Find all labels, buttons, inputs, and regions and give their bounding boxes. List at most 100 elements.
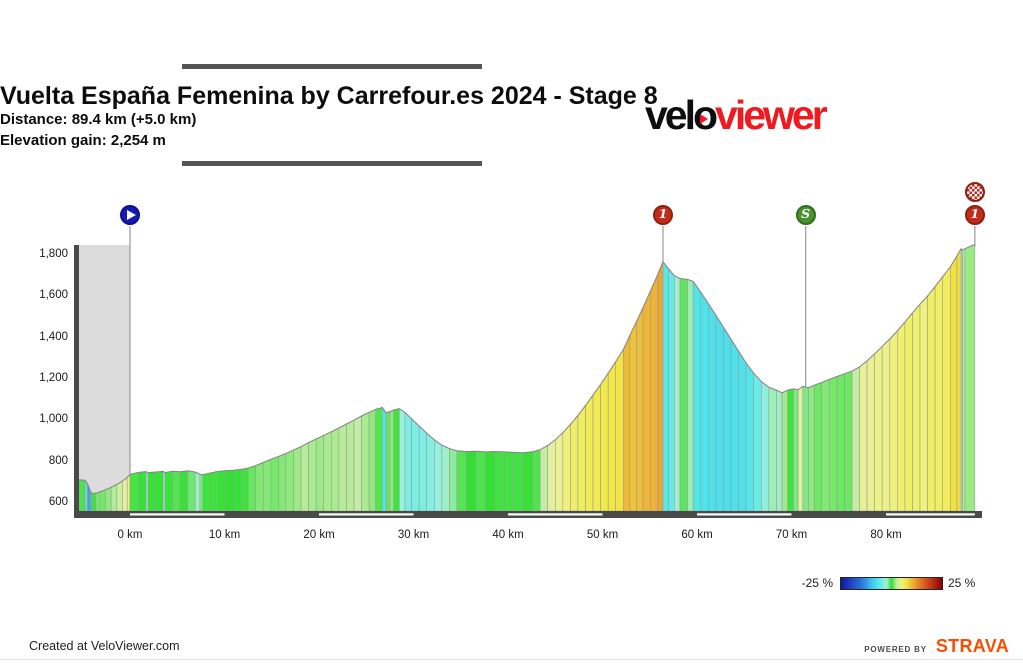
profile-segment bbox=[896, 321, 906, 512]
profile-segment bbox=[802, 386, 809, 512]
profile-segment bbox=[323, 431, 332, 512]
profile-segment bbox=[494, 451, 505, 512]
profile-segment bbox=[797, 385, 804, 512]
profile-segment bbox=[187, 470, 196, 512]
profile-segment bbox=[385, 411, 391, 512]
profile-segment bbox=[194, 471, 201, 512]
profile-segment bbox=[662, 260, 669, 512]
profile-segment bbox=[753, 372, 762, 512]
stage-distance-text: Distance: 89.4 km (+5.0 km) bbox=[0, 111, 197, 128]
created-at-veloviewer-link[interactable]: Created at VeloViewer.com bbox=[29, 639, 180, 653]
page-title: Vuelta España Femenina by Carrefour.es 2… bbox=[0, 82, 658, 110]
x-axis-scale-dash bbox=[697, 513, 792, 516]
profile-segment bbox=[225, 469, 234, 512]
profile-segment bbox=[210, 471, 219, 512]
profile-segment bbox=[262, 458, 272, 512]
stage-elevation-gain-text: Elevation gain: 2,254 m bbox=[0, 132, 166, 149]
y-axis-bar bbox=[74, 245, 79, 518]
gradient-legend-min-label: -25 % bbox=[801, 576, 833, 590]
profile-segment bbox=[475, 450, 486, 512]
profile-segment bbox=[441, 444, 450, 512]
profile-segment bbox=[179, 470, 188, 512]
profile-segment bbox=[730, 338, 739, 512]
marker-label: 1 bbox=[658, 205, 668, 221]
y-tick-label: 800 bbox=[48, 454, 68, 467]
profile-segment bbox=[147, 471, 156, 512]
profile-segment bbox=[293, 446, 302, 512]
profile-segment bbox=[787, 388, 794, 512]
profile-segment bbox=[844, 370, 853, 512]
veloviewer-logo[interactable]: vel o viewer bbox=[645, 92, 828, 138]
profile-segment bbox=[285, 449, 294, 512]
profile-segment bbox=[411, 417, 420, 512]
marker-finish-flag bbox=[964, 182, 985, 202]
y-tick-label: 1,000 bbox=[39, 413, 68, 426]
x-axis-scale-dash bbox=[886, 513, 975, 516]
profile-segment bbox=[278, 452, 287, 512]
profile-segment bbox=[768, 386, 777, 512]
profile-segment bbox=[562, 423, 571, 512]
profile-segment bbox=[585, 394, 594, 512]
profile-segment bbox=[232, 469, 241, 512]
profile-segment bbox=[636, 307, 644, 512]
profile-segment bbox=[600, 372, 609, 512]
profile-segment bbox=[828, 376, 838, 512]
profile-segment bbox=[570, 414, 579, 512]
x-tick-label: 70 km bbox=[775, 529, 808, 541]
profile-segment bbox=[949, 254, 958, 512]
profile-segment bbox=[874, 345, 883, 512]
profile-segment bbox=[346, 419, 355, 512]
strava-logo[interactable]: STRAVA bbox=[935, 636, 1009, 656]
x-tick-label: 50 km bbox=[586, 529, 619, 541]
profile-segment bbox=[642, 290, 652, 512]
profile-segment bbox=[962, 248, 966, 512]
profile-outline bbox=[78, 243, 976, 494]
profile-segment bbox=[418, 425, 428, 512]
gradient-legend-max-label: 25 % bbox=[948, 576, 976, 590]
lead-in-zone bbox=[79, 245, 130, 494]
profile-segment bbox=[650, 275, 658, 512]
marker-label: S bbox=[801, 205, 811, 221]
profile-segment bbox=[338, 423, 347, 512]
gradient-legend-bar bbox=[840, 577, 943, 590]
profile-segment bbox=[247, 465, 256, 512]
veloviewer-logo-text: vel bbox=[645, 92, 696, 138]
profile-segment bbox=[381, 406, 387, 512]
profile-segment bbox=[84, 479, 88, 512]
profile-segment bbox=[155, 471, 164, 512]
profile-segment bbox=[105, 486, 112, 512]
profile-segment bbox=[919, 295, 928, 512]
profile-segment bbox=[270, 456, 279, 512]
profile-segment bbox=[808, 384, 815, 512]
profile-segment bbox=[781, 389, 789, 512]
profile-segment bbox=[129, 472, 139, 512]
profile-segment bbox=[793, 388, 799, 512]
profile-segment bbox=[889, 330, 898, 512]
logo-play-icon bbox=[700, 113, 709, 124]
title-rule-bottom bbox=[182, 161, 482, 166]
profile-segment bbox=[956, 247, 962, 512]
marker-kom-cat1: 1 bbox=[652, 205, 673, 225]
profile-segment bbox=[821, 378, 830, 512]
profile-segment bbox=[110, 483, 118, 512]
profile-segment bbox=[484, 451, 496, 512]
profile-segment bbox=[433, 439, 443, 512]
profile-segment bbox=[866, 353, 876, 512]
profile-segment bbox=[172, 470, 181, 512]
profile-segment bbox=[622, 335, 631, 512]
profile-segment bbox=[851, 366, 860, 512]
profile-segment bbox=[449, 448, 458, 512]
profile-segment bbox=[138, 471, 147, 512]
profile-segment bbox=[687, 278, 694, 512]
profile-segment bbox=[607, 360, 617, 512]
y-tick-label: 600 bbox=[48, 496, 68, 508]
profile-segment bbox=[522, 451, 533, 512]
profile-segment bbox=[934, 275, 944, 512]
x-axis-scale-dash bbox=[130, 513, 225, 516]
profile-segment bbox=[466, 450, 477, 512]
profile-segment bbox=[836, 373, 845, 512]
profile-segment bbox=[199, 473, 204, 512]
profile-segment bbox=[707, 302, 717, 512]
